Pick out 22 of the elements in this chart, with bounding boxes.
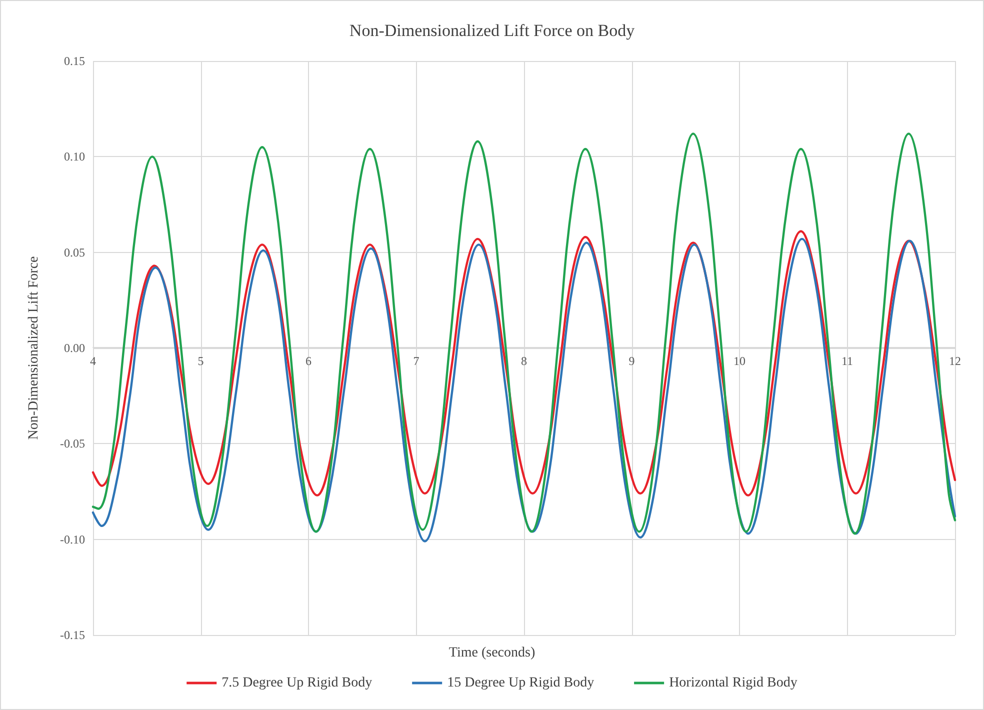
x-tick-label: 12 <box>949 354 961 368</box>
x-tick-label: 6 <box>306 354 312 368</box>
y-tick-label: -0.10 <box>60 532 85 546</box>
legend-label: 7.5 Degree Up Rigid Body <box>222 676 372 690</box>
x-tick-label: 10 <box>734 354 746 368</box>
x-tick-label: 11 <box>841 354 854 368</box>
y-tick-label: -0.05 <box>60 436 85 451</box>
x-tick-label: 9 <box>628 354 635 368</box>
y-tick-label: 0.00 <box>64 341 85 355</box>
chart-title: Non-Dimensionalized Lift Force on Body <box>349 21 636 40</box>
x-tick-label: 7 <box>413 354 420 368</box>
x-axis-title: Time (seconds) <box>448 646 536 660</box>
y-tick-label: -0.15 <box>60 628 85 642</box>
y-tick-label: 0.15 <box>64 54 85 68</box>
x-tick-label: 5 <box>198 354 204 368</box>
y-axis-title: Non-Dimensionalized Lift Force <box>26 256 42 440</box>
y-tick-label: 0.10 <box>64 150 85 164</box>
legend-label: Horizontal Rigid Body <box>669 676 798 690</box>
x-tick-label: 4 <box>90 354 96 368</box>
legend-label: 15 Degree Up Rigid Body <box>447 676 594 690</box>
x-tick-label: 8 <box>521 354 527 368</box>
y-tick-label: 0.05 <box>64 245 85 260</box>
